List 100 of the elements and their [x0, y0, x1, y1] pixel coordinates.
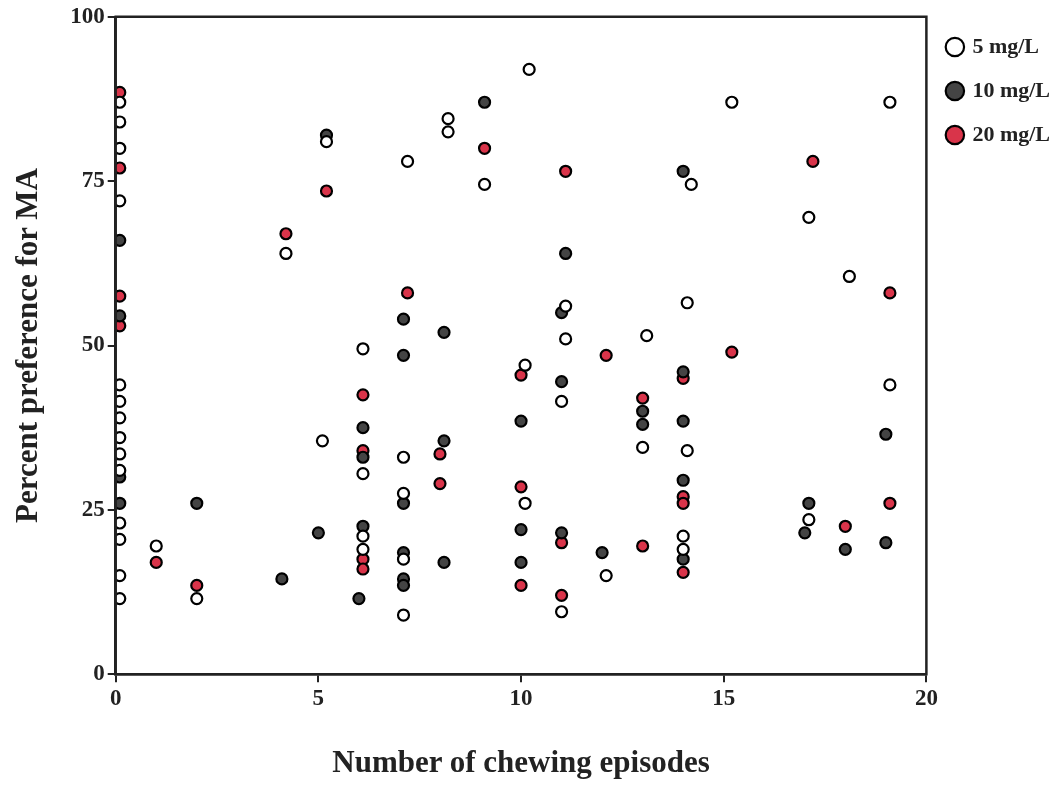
point [514, 522, 528, 537]
point [437, 434, 451, 448]
point [842, 269, 856, 284]
point [879, 427, 893, 441]
point [115, 516, 127, 530]
point [279, 246, 293, 261]
point [798, 526, 812, 540]
x-tick-label: 15 [712, 684, 736, 710]
point [433, 447, 447, 461]
point [356, 342, 370, 356]
point [676, 542, 690, 556]
legend-label: 20 mg/L [972, 120, 1051, 146]
point [477, 141, 492, 155]
point [636, 539, 650, 553]
point [396, 608, 411, 622]
point [676, 529, 690, 543]
point [554, 605, 569, 619]
point [115, 447, 127, 461]
point [396, 348, 411, 362]
point [115, 309, 127, 323]
y-tick-label: 100 [70, 2, 105, 28]
point [599, 348, 613, 362]
point [554, 526, 569, 540]
point [802, 210, 816, 224]
point [396, 312, 411, 326]
point [883, 496, 897, 510]
point [356, 467, 370, 481]
point [115, 496, 127, 510]
point [595, 545, 609, 560]
point [676, 565, 690, 579]
point [680, 444, 694, 458]
point [680, 296, 694, 310]
point [838, 542, 852, 556]
point [477, 95, 492, 109]
point [437, 555, 451, 570]
point [802, 496, 816, 510]
legend-label: 10 mg/L [972, 76, 1051, 102]
point [319, 184, 334, 198]
point [190, 496, 204, 510]
point [441, 112, 455, 126]
point [396, 552, 411, 566]
y-tick-label: 0 [93, 660, 105, 686]
point [115, 289, 127, 303]
point [883, 378, 897, 392]
point [640, 329, 654, 343]
point [599, 568, 613, 583]
point [115, 430, 127, 445]
point [115, 161, 127, 175]
point [636, 440, 650, 454]
y-tick-label: 50 [81, 331, 105, 357]
point [725, 345, 739, 359]
point [311, 526, 325, 540]
point [636, 417, 650, 431]
point [190, 578, 204, 593]
point [396, 450, 411, 464]
point [725, 95, 739, 109]
point [400, 154, 415, 169]
point [115, 378, 127, 392]
x-tick-label: 20 [914, 684, 938, 710]
point [554, 394, 569, 408]
point [636, 404, 650, 418]
point [522, 62, 536, 76]
point [676, 473, 690, 487]
point [441, 125, 455, 139]
point [883, 95, 897, 109]
point [115, 141, 127, 155]
point [149, 539, 163, 553]
point [433, 476, 447, 491]
point [806, 154, 820, 169]
point [190, 592, 204, 606]
point [514, 414, 528, 428]
y-tick-label: 25 [81, 495, 105, 521]
point [514, 578, 528, 593]
point [115, 592, 127, 606]
point [115, 463, 127, 478]
point [319, 135, 334, 149]
point [315, 434, 330, 448]
point [518, 496, 532, 510]
legend-label: 5 mg/L [972, 32, 1040, 58]
point [676, 164, 690, 178]
point [518, 358, 532, 372]
point [559, 332, 573, 346]
point [559, 299, 573, 313]
point [879, 536, 893, 550]
point [115, 532, 127, 547]
point [437, 325, 451, 339]
point [554, 375, 569, 389]
x-tick-label: 0 [109, 684, 122, 710]
point [477, 177, 492, 192]
point [352, 592, 366, 606]
point [559, 164, 573, 178]
point [838, 519, 852, 533]
point [514, 555, 528, 570]
point [115, 233, 127, 247]
point [115, 115, 127, 129]
x-tick-label: 5 [312, 684, 325, 710]
point [676, 496, 690, 510]
point [636, 391, 650, 405]
point [356, 529, 370, 543]
point [883, 286, 897, 300]
